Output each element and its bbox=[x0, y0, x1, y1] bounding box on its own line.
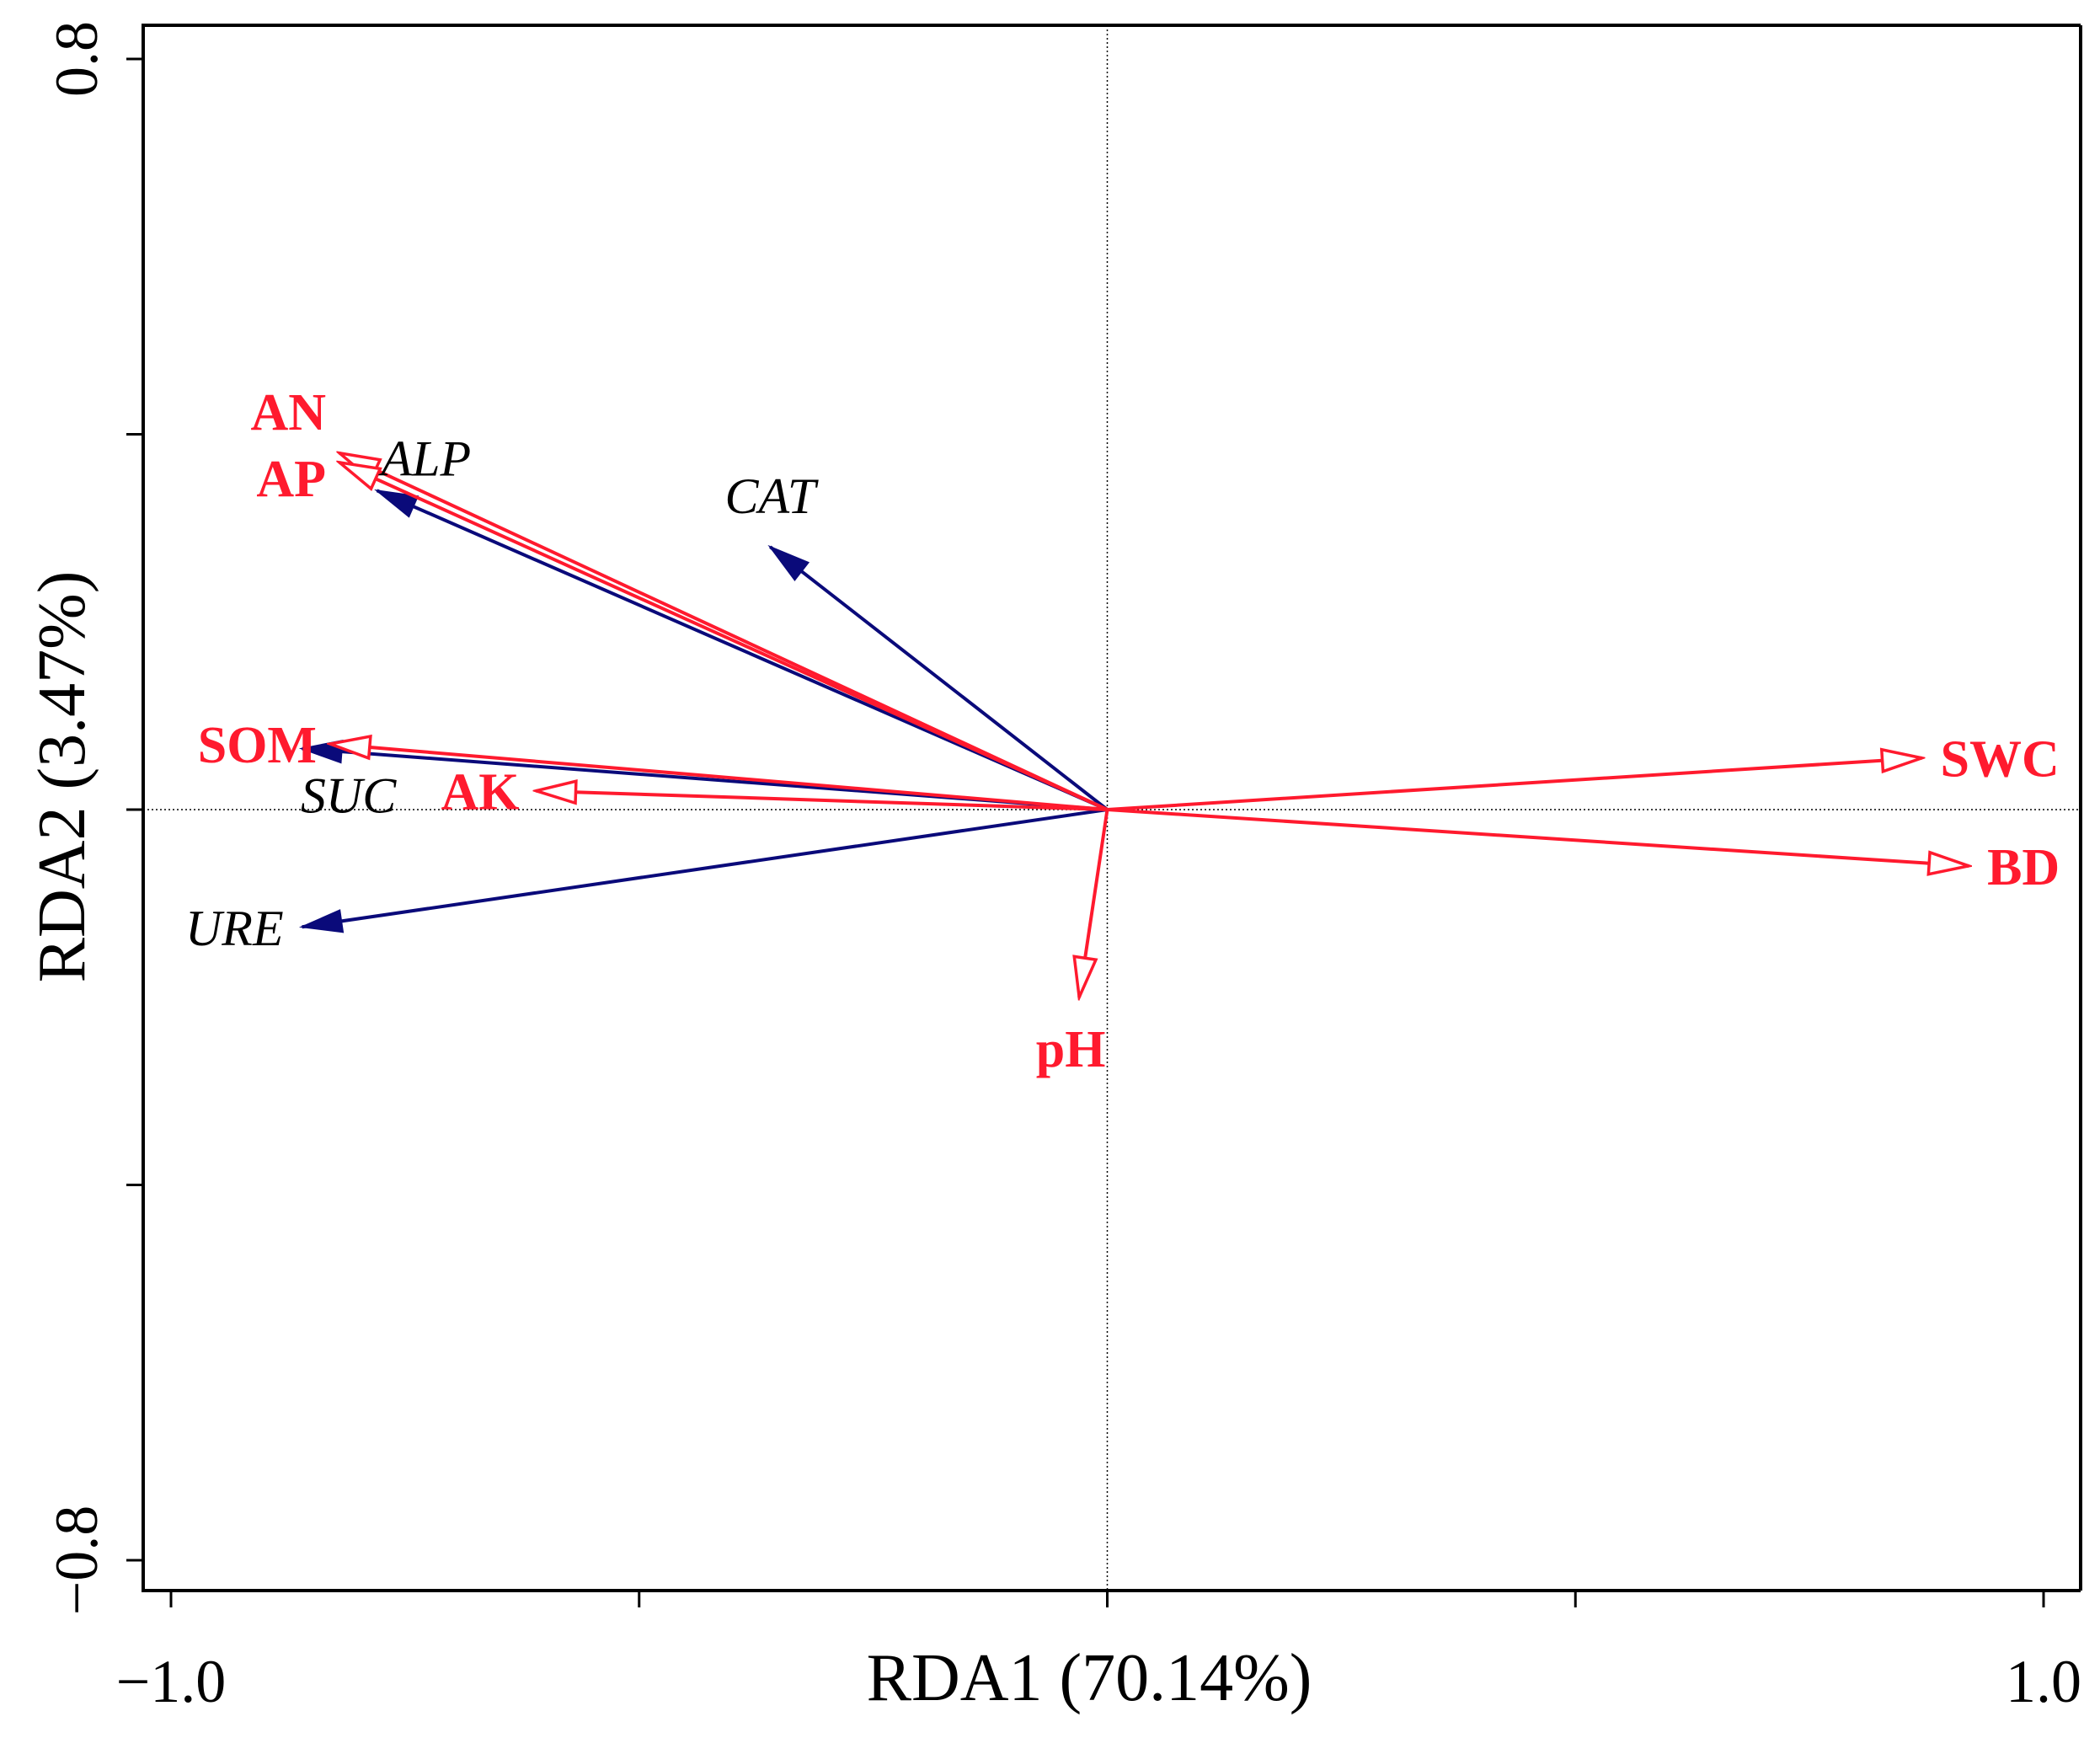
vector-som bbox=[330, 744, 1108, 811]
label-ak: AK bbox=[441, 764, 519, 821]
frame-left-bottom-top bbox=[142, 24, 2081, 1592]
label-som: SOM bbox=[198, 717, 317, 774]
y-tick-label: 0.8 bbox=[43, 21, 110, 97]
label-bd: BD bbox=[1987, 839, 2060, 896]
label-ap: AP bbox=[256, 451, 326, 508]
axis-ticks: −1.0 1.0 0.8 −0.8 bbox=[43, 21, 2081, 1715]
vector-ure bbox=[298, 808, 1108, 933]
vector-bd bbox=[1107, 808, 1969, 866]
label-swc: SWC bbox=[1941, 731, 2060, 789]
x-tick-label: −1.0 bbox=[116, 1648, 227, 1715]
vector-swc bbox=[1107, 758, 1922, 811]
label-ph: pH bbox=[1036, 1021, 1106, 1078]
label-alp: ALP bbox=[378, 430, 472, 486]
y-tick-label: −0.8 bbox=[43, 1505, 110, 1616]
vector-alp bbox=[374, 489, 1109, 811]
label-ure: URE bbox=[185, 901, 284, 956]
vector-labels: ALP CAT SUC URE AN AP SOM AK SWC BD pH bbox=[185, 384, 2060, 1078]
vector-ak bbox=[536, 791, 1108, 811]
y-axis-title: RDA2 (3.47%) bbox=[25, 571, 99, 983]
label-an: AN bbox=[251, 384, 327, 441]
vector-cat bbox=[767, 544, 1109, 811]
enzyme-vectors bbox=[298, 489, 1109, 933]
label-suc: SUC bbox=[301, 768, 397, 824]
label-cat: CAT bbox=[724, 468, 818, 524]
plot-frame bbox=[142, 24, 2082, 1592]
x-tick-label: 1.0 bbox=[2006, 1648, 2081, 1715]
soil-property-vectors bbox=[330, 453, 1969, 997]
x-axis-title: RDA1 (70.14%) bbox=[867, 1641, 1312, 1715]
vector-ph bbox=[1079, 809, 1109, 997]
vector-ap bbox=[339, 463, 1109, 811]
